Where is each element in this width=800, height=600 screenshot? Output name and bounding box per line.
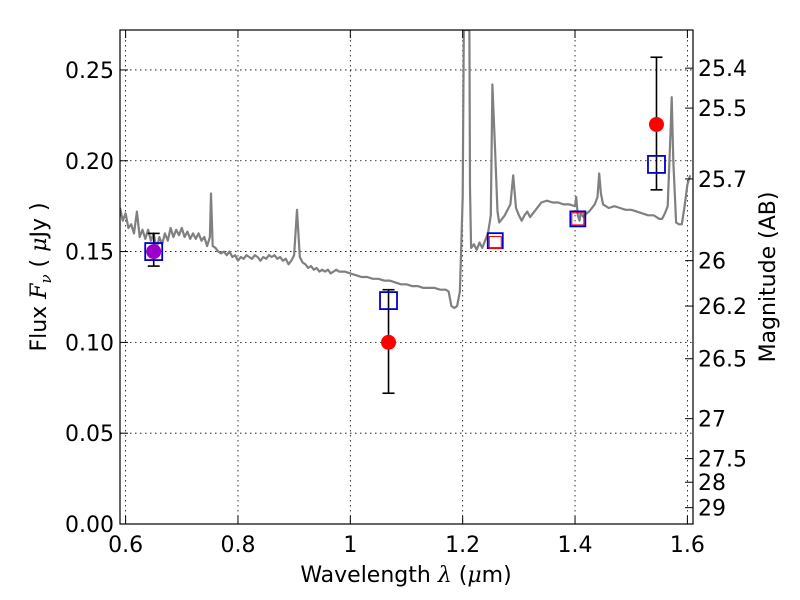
plot-frame	[119, 29, 694, 525]
y2-tick-label: 28	[698, 471, 726, 496]
observed-flux-point	[381, 334, 397, 350]
y2-tick-label: 27	[698, 408, 726, 433]
y-tick-label: 0.15	[65, 241, 114, 266]
y-tick-label: 0.10	[65, 331, 114, 356]
model-spectrum-series	[120, 30, 692, 309]
y2-axis-title: Magnitude (AB)	[756, 192, 781, 363]
model-spectrum-line	[120, 30, 692, 309]
y2-tick-label: 26.5	[698, 348, 747, 373]
photometry-markers	[144, 56, 666, 395]
observed-flux-point	[648, 116, 664, 132]
y-axis-title: Flux Fν ( μJy )	[27, 202, 55, 351]
x-tick-label: 0.6	[108, 533, 143, 558]
x-tick-label: 0.8	[220, 533, 255, 558]
y2-tick-label: 25.7	[698, 168, 747, 193]
x-axis-title: Wavelength λ (μm)	[300, 563, 511, 588]
y-tick-label: 0.20	[65, 150, 114, 175]
x-tick-label: 1	[343, 533, 357, 558]
y2-tick-label: 27.5	[698, 448, 747, 473]
y2-tick-label: 25.5	[698, 97, 747, 122]
y-tick-label: 0.25	[65, 59, 114, 84]
observed-flux-point	[146, 244, 162, 260]
axis-ticks: 0.6 0.8 1 1.2 1.4 1.6 0.00 0.05 0.10 0.15 0.20 0.25…	[65, 30, 747, 558]
x-tick-label: 1.2	[445, 533, 480, 558]
y2-tick-label: 26.2	[698, 295, 747, 320]
x-tick-label: 1.4	[558, 533, 593, 558]
synthetic-flux-square	[379, 291, 398, 311]
y2-tick-label: 29	[698, 497, 726, 522]
x-tick-label: 1.6	[670, 533, 705, 558]
synthetic-flux-square	[486, 232, 504, 250]
synthetic-flux-square	[647, 154, 666, 174]
synthetic-flux-inner-square	[571, 212, 585, 226]
y2-tick-label: 26	[698, 250, 726, 275]
synthetic-flux-inner-square	[488, 235, 502, 249]
grid-lines	[120, 30, 693, 525]
synthetic-flux-square	[144, 242, 164, 261]
y-tick-label: 0.05	[65, 422, 114, 447]
synthetic-flux-square	[569, 210, 587, 228]
y2-tick-label: 25.4	[698, 57, 747, 82]
y-tick-label: 0.00	[65, 513, 114, 538]
